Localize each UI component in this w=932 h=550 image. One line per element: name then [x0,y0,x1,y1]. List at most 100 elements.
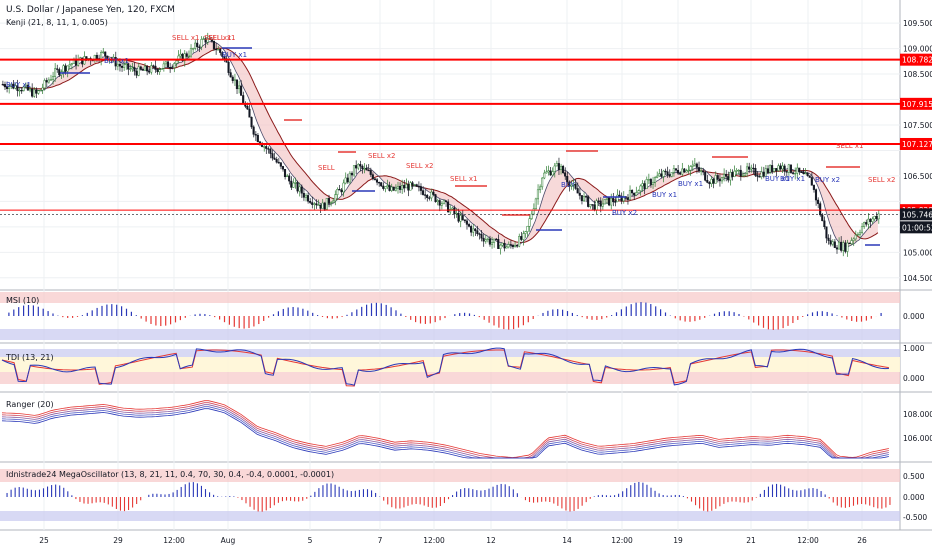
candle [352,165,356,177]
candle [568,180,571,192]
candle [219,48,222,56]
candle [120,63,123,72]
candle [846,239,849,257]
level-label: 108.782 [902,56,932,65]
candle [43,78,46,91]
candle [58,67,61,78]
candle [233,73,236,87]
candle [419,183,422,195]
candle [837,237,841,250]
candle [689,165,692,176]
candle [294,177,297,189]
candle [426,194,429,202]
candle [754,164,757,177]
candle [714,171,717,184]
candle [217,45,220,51]
candle [610,193,613,210]
candle [208,35,211,40]
candle [472,224,475,237]
candle [601,198,604,210]
candle [835,245,838,254]
candle [35,87,38,99]
sell-signal-label: SELL x2 [868,176,896,184]
sell-signal-label: SELL x1 [204,34,232,42]
msi-upper-band [0,292,900,303]
buy-signal-label: BUY [561,181,576,189]
candle [191,47,195,53]
horizontal-levels[interactable] [0,58,900,215]
tdi-mid-band [0,357,900,372]
candle [122,59,126,71]
candle [100,50,103,66]
candle [541,177,544,190]
buy-signal-label: BUY x1 [104,57,129,65]
candle [580,195,583,205]
candle [327,194,330,208]
candle [319,204,322,214]
candle [409,181,412,191]
candle [509,240,512,249]
candle [706,174,709,184]
candle [551,167,554,176]
candle [758,174,761,178]
sell-signal-label: SELL x1 [172,34,200,42]
candle [83,51,86,65]
sell-signal-label: SELL x2 [368,152,396,160]
candle [470,224,473,237]
candle [221,51,224,60]
ranger-title: Ranger (20) [6,400,54,409]
candle [51,71,55,85]
ranger-tick: 108.000 [903,410,932,419]
candle [248,104,251,118]
candle [424,189,427,200]
buy-signal-label: BUY x1 [222,51,247,59]
candle [16,79,19,97]
candle [771,160,774,175]
candle [204,36,207,48]
candle [676,165,680,176]
candle [854,230,857,242]
candle [488,235,491,247]
candle [342,179,345,197]
candle [513,241,517,248]
msi-title: MSI (10) [6,296,39,305]
candle [367,164,370,172]
time-tick: 12:00 [163,536,185,545]
candle [597,197,600,207]
candle [806,172,809,177]
candle [493,238,496,248]
candle [24,82,27,89]
candle [177,50,180,64]
price-axis[interactable]: 108.782107.915107.127105.828105.74601:00… [900,19,932,522]
candle [41,83,44,95]
candle [459,211,462,228]
candle [212,40,215,52]
candle [283,168,287,180]
candle [858,229,861,239]
candle [254,131,257,141]
candle [743,172,746,178]
candle [564,167,567,180]
candle [823,216,826,230]
candle [382,182,385,191]
candle [252,125,255,138]
candle [603,199,606,205]
candle [785,171,788,178]
candle [850,237,853,246]
time-tick: 12 [486,536,496,545]
kenji-slow-line [1,47,879,243]
candle [658,168,661,177]
time-axis[interactable]: 25 29 12:00 Aug 5 7 12:00 12 14 12:00 19 21 12:00 26 [39,536,867,545]
candle [250,116,253,129]
candle [787,163,790,176]
candle [812,184,815,193]
candle [346,173,349,184]
candle [160,68,163,71]
candle [39,89,42,92]
candle [856,232,859,237]
candle [12,79,15,90]
ranger-line [1,408,889,459]
candle [578,187,581,200]
candle [693,158,696,167]
